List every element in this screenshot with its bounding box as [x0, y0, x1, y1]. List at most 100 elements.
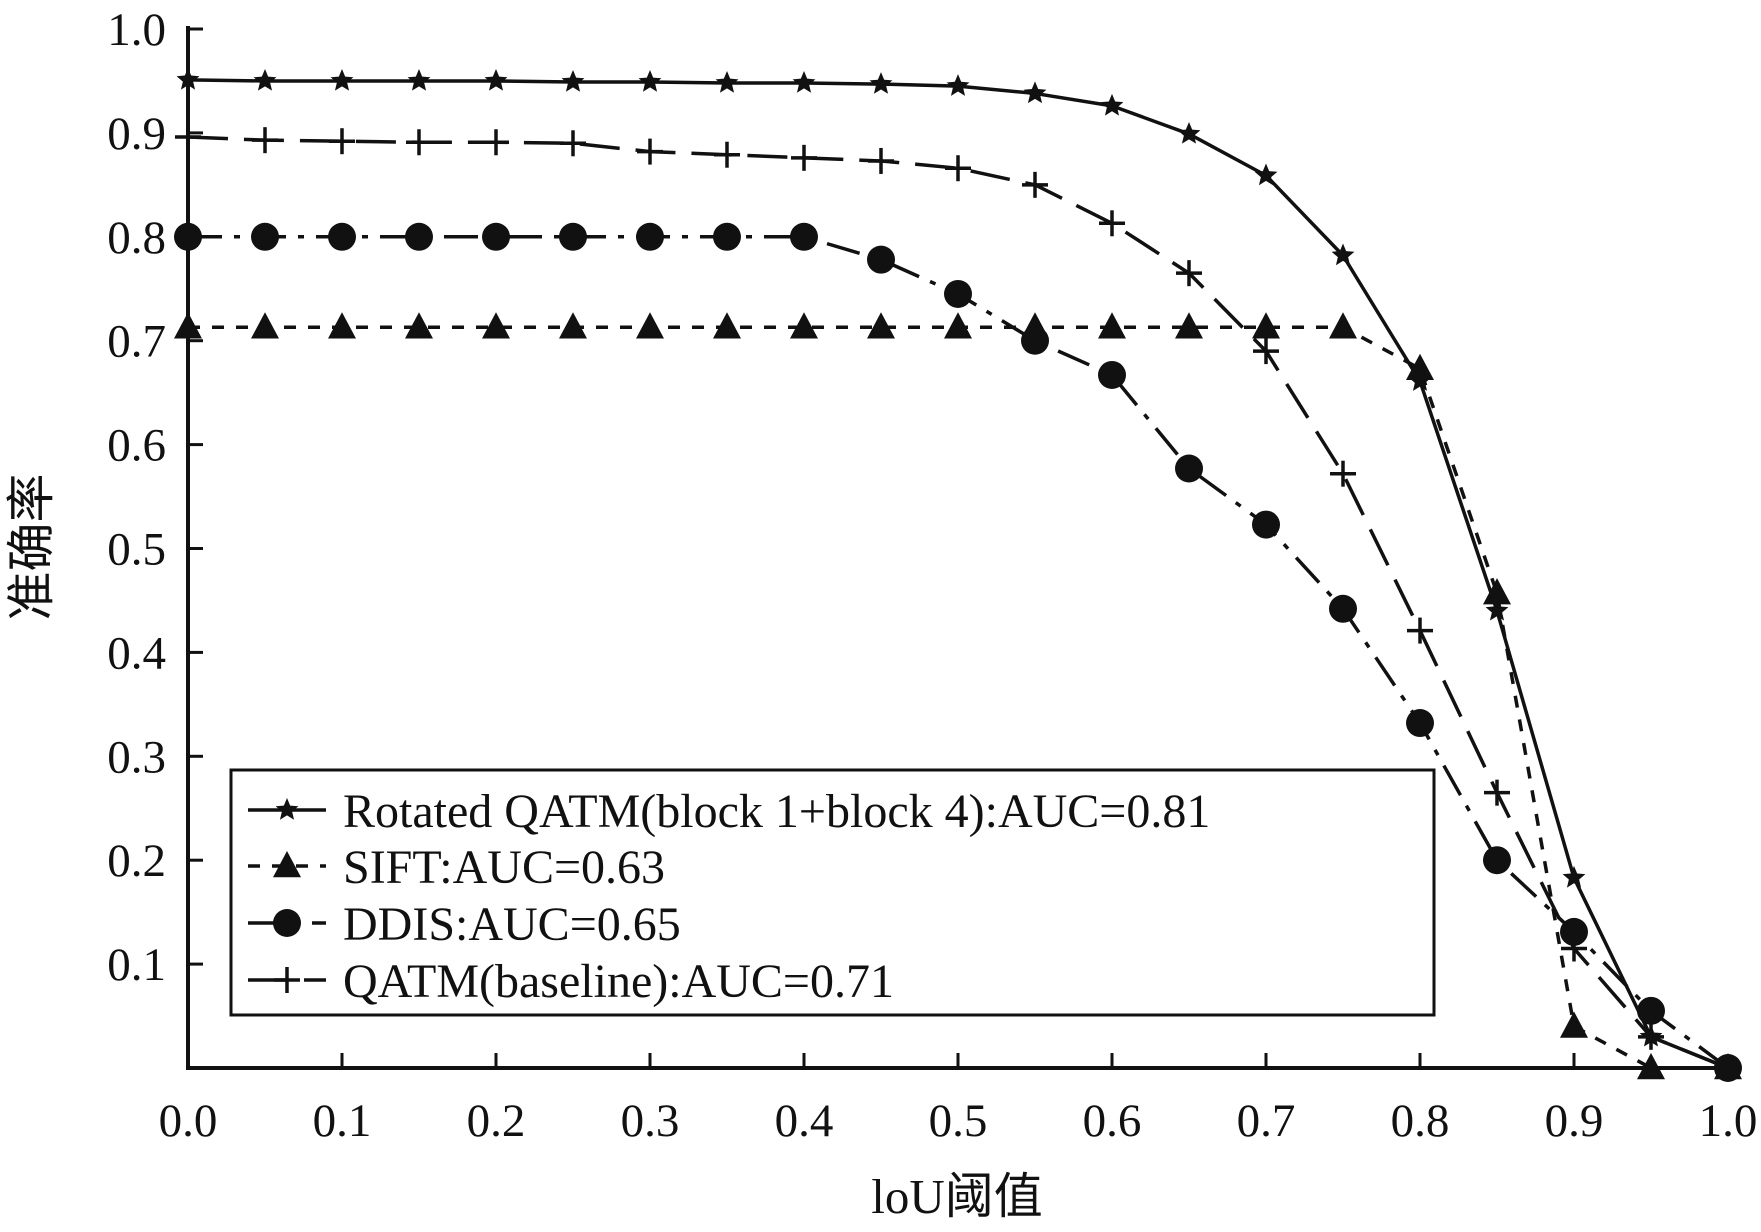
- data-point-s1-10: [869, 72, 893, 94]
- y-tick-label: 0.1: [107, 939, 166, 991]
- data-point-s4-15: [1253, 338, 1279, 365]
- x-tick-label: 0.2: [467, 1095, 526, 1147]
- data-point-s2-8: [713, 312, 741, 339]
- data-point-s1-12: [1023, 81, 1047, 104]
- data-point-s3-5: [482, 222, 510, 251]
- plot-markers: [174, 67, 1742, 1082]
- data-point-s3-8: [713, 222, 741, 251]
- data-point-s2-11: [944, 312, 972, 339]
- data-point-s3-11: [944, 279, 972, 308]
- y-tick-label: 0.4: [107, 627, 166, 679]
- data-point-s4-2: [252, 127, 278, 154]
- data-point-s1-16: [1331, 243, 1355, 266]
- data-point-s4-14: [1176, 260, 1202, 287]
- data-point-s3-3: [328, 222, 356, 251]
- data-point-s1-18: [1485, 598, 1509, 621]
- data-point-s2-2: [251, 312, 279, 339]
- legend-marker-1: [275, 798, 299, 820]
- data-point-s4-16: [1330, 460, 1356, 487]
- data-point-s3-17: [1406, 709, 1434, 738]
- data-point-s3-10: [867, 245, 895, 274]
- data-point-s2-14: [1175, 312, 1203, 339]
- data-point-s1-19: [1562, 865, 1586, 888]
- data-point-s3-16: [1329, 594, 1357, 623]
- data-point-s4-9: [791, 144, 817, 171]
- data-point-s2-5: [482, 312, 510, 339]
- y-tick-label: 0.9: [107, 108, 166, 160]
- data-point-s2-10: [867, 312, 895, 339]
- data-point-s1-2: [253, 68, 277, 91]
- data-point-s3-13: [1098, 360, 1126, 389]
- data-point-s2-17: [1406, 353, 1434, 381]
- x-tick-label: 0.5: [929, 1095, 988, 1147]
- y-tick-label: 1.0: [107, 4, 166, 56]
- legend: Rotated QATM(block 1+block 4):AUC=0.81SI…: [229, 768, 1436, 1017]
- legend-label-2: SIFT:AUC=0.63: [343, 841, 665, 894]
- legend-label-3: DDIS:AUC=0.65: [343, 898, 681, 951]
- data-point-s4-3: [329, 128, 355, 155]
- x-tick-label: 0.6: [1083, 1095, 1142, 1147]
- y-tick-label: 0.2: [107, 835, 166, 887]
- x-tick-label: 0.0: [159, 1095, 218, 1147]
- x-tick-label: 0.3: [621, 1095, 680, 1147]
- data-point-s2-18: [1483, 578, 1511, 605]
- data-point-s1-7: [638, 69, 662, 92]
- data-point-s1-3: [330, 68, 354, 91]
- data-point-s1-13: [1100, 93, 1124, 116]
- y-tick-label: 0.3: [107, 731, 166, 783]
- data-point-s3-6: [559, 222, 587, 251]
- data-point-s1-6: [561, 69, 585, 92]
- y-axis-label: 准确率: [4, 473, 59, 620]
- data-point-s4-8: [714, 141, 740, 168]
- data-point-s4-13: [1099, 210, 1125, 237]
- data-point-s2-7: [636, 312, 664, 339]
- legend-marker-4: [274, 967, 300, 993]
- data-point-s1-4: [407, 68, 431, 91]
- data-point-s3-4: [405, 222, 433, 251]
- data-point-s3-7: [636, 222, 664, 251]
- data-point-s3-18: [1483, 846, 1511, 875]
- data-point-s1-8: [715, 71, 739, 93]
- data-point-s2-6: [559, 312, 587, 339]
- data-point-s1-5: [484, 68, 508, 91]
- data-point-s4-17: [1407, 617, 1433, 644]
- data-point-s4-18: [1484, 779, 1510, 806]
- y-tick-label: 0.7: [107, 316, 166, 368]
- data-point-s4-12: [1022, 171, 1048, 198]
- legend-box: [229, 768, 1436, 1017]
- data-point-s4-4: [406, 129, 432, 156]
- data-point-s4-11: [945, 155, 971, 182]
- data-point-s2-9: [790, 312, 818, 339]
- legend-label-1: Rotated QATM(block 1+block 4):AUC=0.81: [343, 785, 1210, 838]
- series-line-4: [187, 135, 1729, 1068]
- ticks: 0.0 0.1 0.2 0.3 0.4 0.5 0.6 0.7 0.8 0.9 1.0 0.1 0.2 0…: [107, 4, 1757, 1147]
- data-point-s2-3: [328, 312, 356, 339]
- data-point-s2-16: [1329, 312, 1357, 339]
- x-tick-label: 0.4: [775, 1095, 834, 1147]
- data-point-s4-5: [483, 129, 509, 156]
- data-point-s1-15: [1254, 163, 1278, 186]
- legend-label-4: QATM(baseline):AUC=0.71: [343, 955, 894, 1008]
- y-tick-label: 0.8: [107, 212, 166, 264]
- data-point-s3-20: [1637, 996, 1665, 1025]
- data-point-s3-19: [1560, 917, 1588, 946]
- data-point-s2-4: [405, 312, 433, 339]
- legend-marker-2: [273, 851, 301, 878]
- x-tick-label: 0.1: [313, 1095, 372, 1147]
- data-point-s3-14: [1175, 454, 1203, 483]
- data-point-s4-19: [1561, 935, 1587, 962]
- y-tick-label: 0.5: [107, 524, 166, 576]
- x-tick-label: 0.9: [1545, 1095, 1604, 1147]
- data-point-s3-9: [790, 222, 818, 251]
- data-point-s1-17: [1408, 369, 1432, 391]
- x-tick-label: 0.7: [1237, 1095, 1296, 1147]
- data-point-s4-20: [1638, 1023, 1664, 1050]
- data-point-s4-6: [560, 130, 586, 157]
- data-point-s4-10: [868, 147, 894, 174]
- data-point-s1-11: [946, 74, 970, 96]
- data-point-s4-7: [637, 138, 663, 165]
- data-point-s3-15: [1252, 510, 1280, 539]
- legend-marker-3: [273, 909, 301, 937]
